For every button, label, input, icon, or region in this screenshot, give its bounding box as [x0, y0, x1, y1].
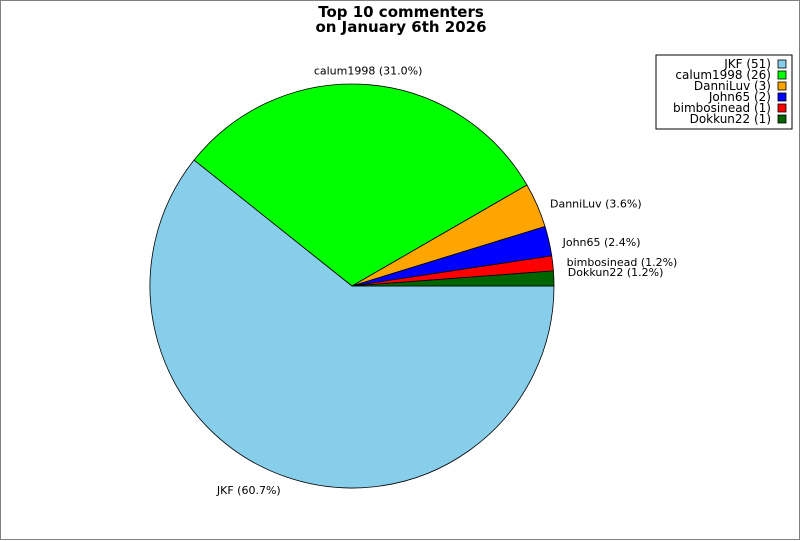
slice-label-calum1998: calum1998 (31.0%) — [314, 65, 423, 78]
slice-label-bimbosinead: bimbosinead (1.2%) — [567, 256, 678, 269]
pie-slice-dokkun22 — [351, 270, 555, 287]
legend-label-jkf: JKF (51) — [723, 57, 771, 71]
legend-label-dokkun22: Dokkun22 (1) — [690, 112, 771, 126]
slice-label-jkf: JKF (60.7%) — [216, 484, 281, 497]
chart-title: Top 10 commenters — [318, 3, 484, 21]
legend-box — [655, 54, 793, 130]
legend-label-john65: John65 (2) — [708, 90, 771, 104]
legend-swatch-bimbosinead — [777, 103, 787, 113]
pie-slices — [149, 83, 555, 489]
slice-label-john65: John65 (2.4%) — [562, 236, 641, 249]
pie-slice-calum1998 — [193, 83, 528, 287]
chart-subtitle: on January 6th 2026 — [315, 18, 486, 36]
legend-swatch-calum1998 — [777, 70, 787, 80]
legend-swatch-john65 — [777, 92, 787, 102]
pie-labels: JKF (60.7%) calum1998 (31.0%) DanniLuv (3.… — [216, 65, 677, 497]
legend-swatch-jkf — [777, 59, 787, 69]
legend-swatch-dokkun22 — [777, 114, 787, 124]
pie-slice-jkf — [149, 159, 555, 489]
legend-label-bimbosinead: bimbosinead (1) — [673, 101, 771, 115]
slice-label-dokkun22: Dokkun22 (1.2%) — [568, 266, 664, 279]
legend-label-danniluv: DanniLuv (3) — [694, 79, 771, 93]
slice-label-danniluv: DanniLuv (3.6%) — [550, 198, 642, 211]
legend-swatch-danniluv — [777, 81, 787, 91]
legend: JKF (51)calum1998 (26)DanniLuv (3)John65… — [655, 54, 793, 130]
legend-label-calum1998: calum1998 (26) — [675, 68, 771, 82]
